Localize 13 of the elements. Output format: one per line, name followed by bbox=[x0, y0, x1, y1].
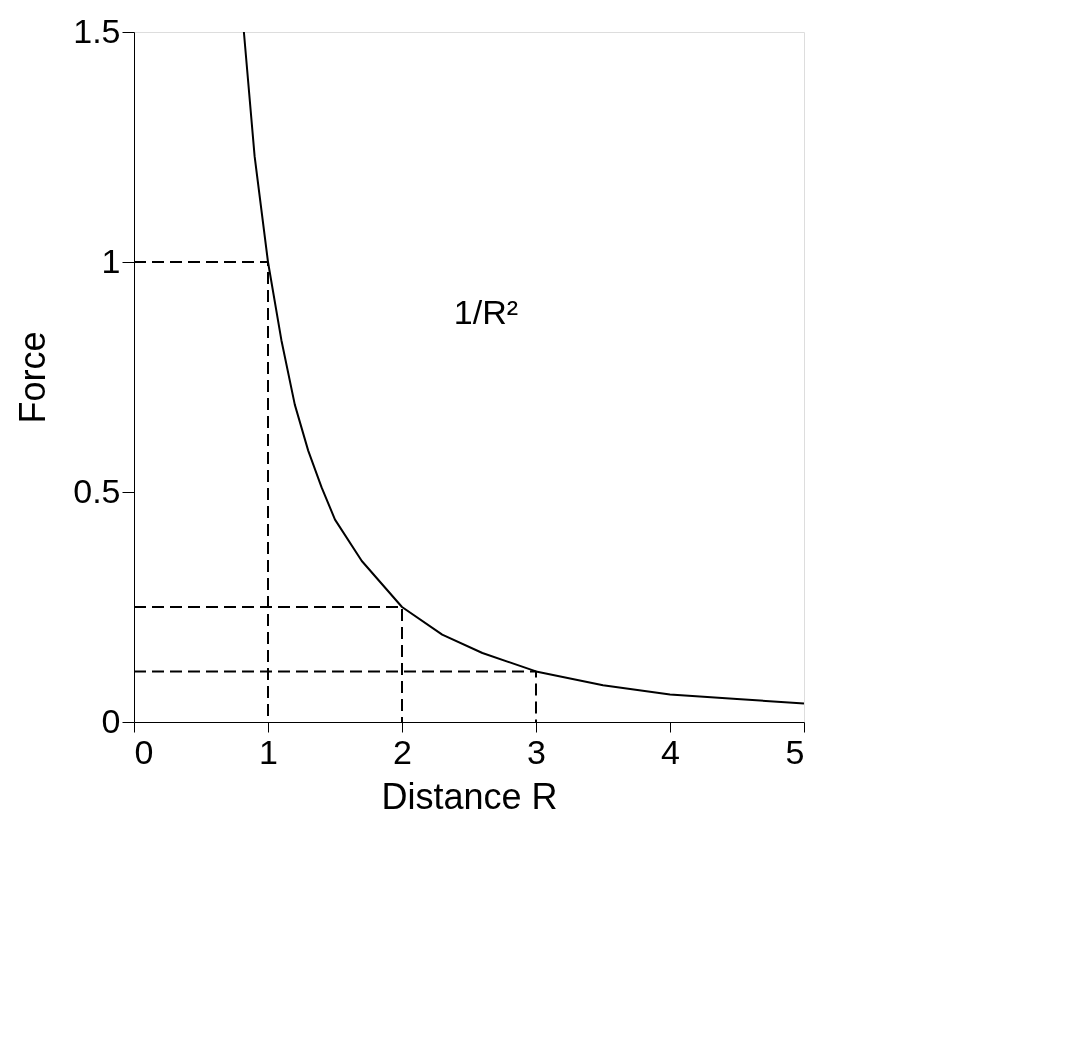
x-tick-label: 2 bbox=[393, 732, 412, 771]
x-tick-label: 5 bbox=[785, 732, 805, 771]
x-tick-label: 3 bbox=[527, 732, 546, 771]
y-tick-label: 1 bbox=[101, 241, 121, 280]
x-tick-label: 0 bbox=[134, 732, 154, 771]
y-tick-label: 0.5 bbox=[73, 471, 121, 510]
x-tick-label: 1 bbox=[259, 732, 278, 771]
x-tick-label: 4 bbox=[661, 732, 680, 771]
y-tick-label: 1.5 bbox=[73, 11, 121, 50]
y-axis-title: Force bbox=[12, 331, 54, 424]
annotation: 1/R² bbox=[453, 293, 519, 332]
y-tick-label: 0 bbox=[101, 701, 121, 740]
x-axis-title: Distance R bbox=[381, 775, 558, 817]
